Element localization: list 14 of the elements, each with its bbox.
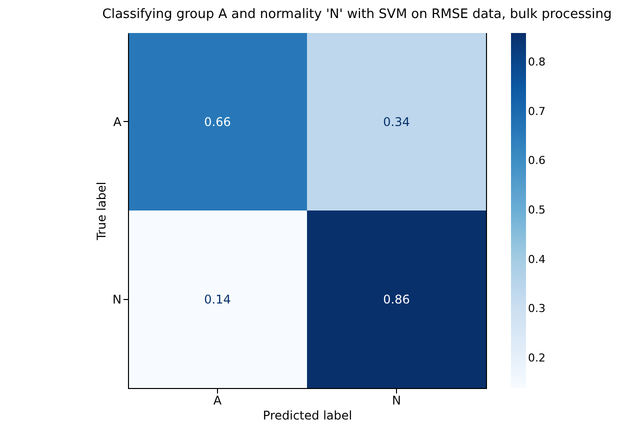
x-axis-title: Predicted label	[262, 408, 352, 422]
data-label: 0.14	[204, 292, 231, 306]
color-bar-label: 0.4	[528, 252, 546, 266]
color-bar-label: 0.5	[528, 204, 546, 216]
y-axis-title: True label	[94, 182, 109, 242]
data-label: 0.34	[383, 114, 410, 129]
chart-title: Classifying group A and normality 'N' with SVM on RMSE data, bulk processing	[102, 7, 612, 22]
color-bar-label: 0.6	[528, 154, 546, 168]
color-bar-label: 0.3	[528, 302, 546, 316]
color-bar-label: 0.8	[528, 56, 546, 69]
color-bar-label: 0.2	[528, 351, 546, 364]
data-label: 0.66	[204, 114, 231, 129]
data-label: 0.86	[383, 292, 410, 306]
color-bar-label: 0.7	[528, 104, 546, 118]
